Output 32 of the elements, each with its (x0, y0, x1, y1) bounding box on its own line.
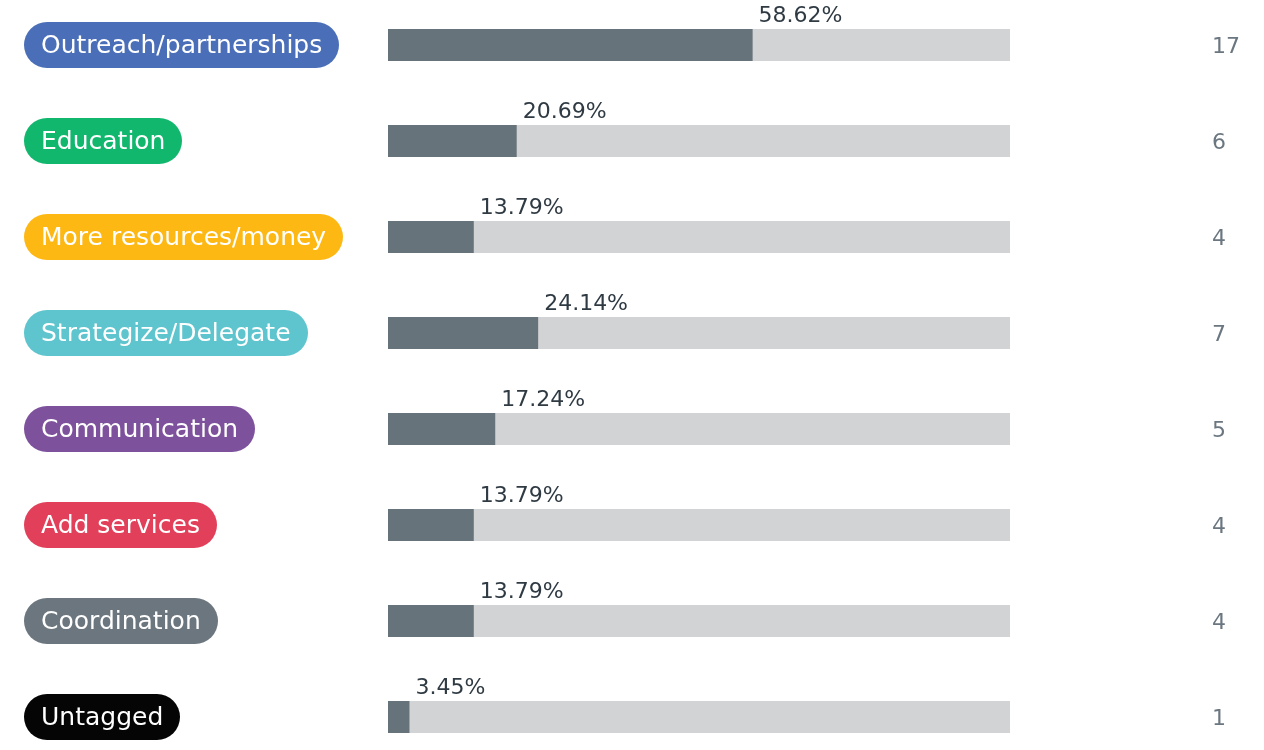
bar (388, 413, 496, 445)
text: 6 (1212, 128, 1226, 154)
data-label: 3.45% (415, 674, 486, 699)
data-label: 20.69% (522, 98, 607, 123)
data-label: 13.79% (479, 194, 564, 219)
bar (388, 509, 474, 541)
data-label: 13.79% (479, 482, 564, 507)
text: 4 (1212, 608, 1226, 634)
y-tick-label: Outreach/partnerships (24, 22, 340, 68)
bar (388, 605, 474, 637)
y-tick-label: Strategize/Delegate (24, 310, 308, 356)
y-tick-label: Coordination (24, 598, 218, 644)
data-label: 13.79% (479, 578, 564, 603)
bar (388, 125, 517, 157)
bar (388, 317, 539, 349)
y-tick-label: Communication (24, 406, 256, 452)
data-label: 58.62% (758, 2, 843, 27)
data-label: 24.14% (544, 290, 629, 315)
y-tick-label: Education (24, 118, 183, 164)
text: 4 (1212, 512, 1226, 538)
y-tick-label: Add services (24, 502, 217, 548)
bar (388, 29, 753, 61)
text: 5 (1212, 416, 1226, 442)
y-tick-label: Untagged (24, 694, 181, 740)
text: 17 (1212, 32, 1240, 58)
y-tick-label: More resources/money (24, 214, 344, 260)
bar (388, 701, 410, 733)
text: 7 (1212, 320, 1226, 346)
bar (388, 221, 474, 253)
text: 4 (1212, 224, 1226, 250)
data-label: 17.24% (501, 386, 586, 411)
text: 1 (1212, 704, 1226, 730)
